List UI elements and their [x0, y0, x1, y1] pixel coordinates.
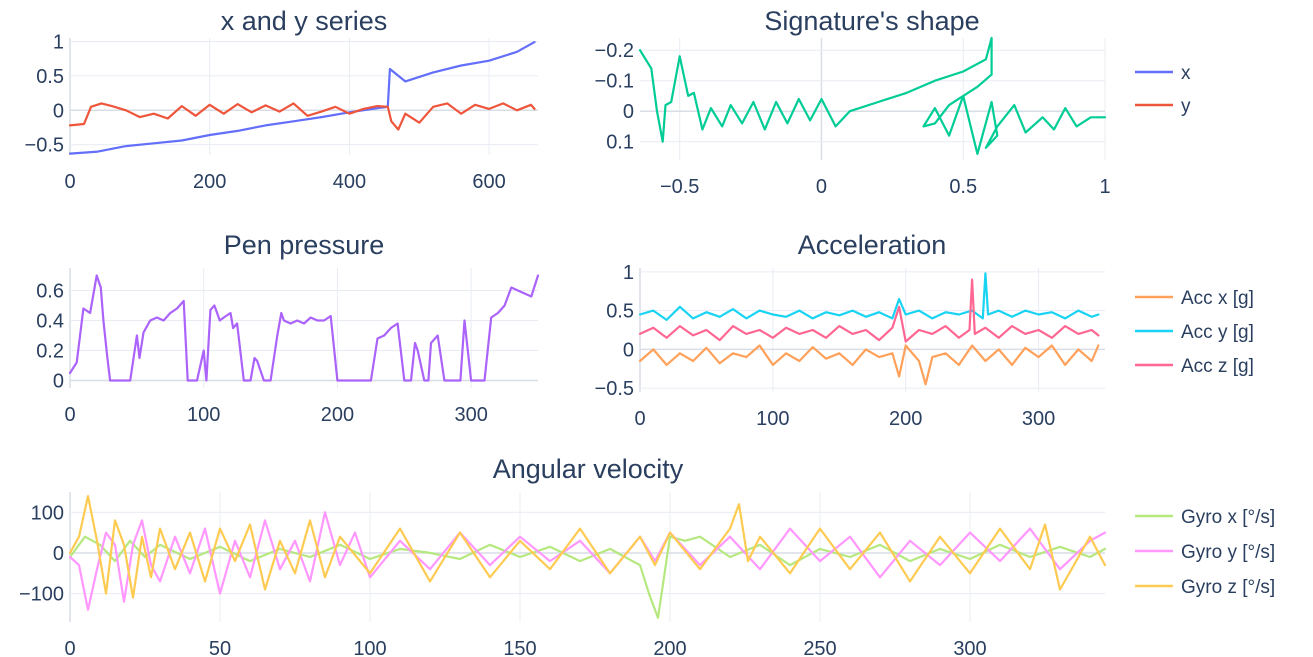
panel-signature-shape: Signature's shape −0.5 0 0.5 1 −0.2 −0.1 0 0.1 — [595, 6, 1111, 198]
legend-label: y — [1181, 96, 1191, 117]
x-tick-label: 300 — [454, 404, 487, 426]
y-tick-label: 1 — [623, 262, 634, 284]
series-line-acc-x-g — [638, 344, 1100, 386]
panel-angular-velocity: Angular velocity 0 50 100 150 200 250 300 100 0 −1… — [19, 454, 1275, 657]
panel-pen-pressure: Pen pressure 0 100 200 300 0.6 0.4 0.2 0 — [36, 230, 540, 426]
y-tick-label: 100 — [31, 502, 64, 524]
chart-title: Angular velocity — [493, 454, 684, 484]
y-tick-label: 0.6 — [36, 281, 64, 303]
x-tick-label: 200 — [321, 404, 354, 426]
y-tick-label: −100 — [19, 584, 64, 606]
y-tick-label: 0 — [53, 371, 64, 393]
x-tick-label: 300 — [953, 638, 986, 657]
x-tick-label: −0.5 — [660, 176, 699, 198]
x-tick-label: 1 — [1099, 176, 1110, 198]
y-tick-label: 0.4 — [36, 311, 64, 333]
chart-title: x and y series — [221, 6, 388, 36]
y-tick-label: 0 — [623, 101, 634, 123]
y-tick-label: 0 — [53, 543, 64, 565]
y-tick-label: −0.5 — [25, 135, 64, 157]
x-tick-label: 0 — [64, 171, 75, 193]
x-tick-label: 250 — [803, 638, 836, 657]
x-tick-label: 0 — [634, 408, 645, 430]
x-tick-label: 150 — [503, 638, 536, 657]
legend-label: Acc z [g] — [1181, 356, 1254, 377]
x-tick-label: 100 — [353, 638, 386, 657]
x-tick-label: 200 — [889, 408, 922, 430]
y-tick-label: 0.5 — [606, 301, 634, 323]
x-tick-label: 0 — [64, 638, 75, 657]
y-tick-label: 0 — [623, 339, 634, 361]
y-tick-label: 1 — [53, 31, 64, 53]
series-line-acc-z-g — [638, 278, 1100, 343]
legend-label: Gyro y [°/s] — [1181, 542, 1275, 563]
y-tick-label: −0.2 — [595, 40, 634, 62]
y-tick-label: 0 — [53, 100, 64, 122]
legend-label: Gyro x [°/s] — [1181, 507, 1275, 528]
series-line-gyro-x-s — [68, 535, 1107, 620]
chart-title: Acceleration — [798, 230, 947, 260]
series-line-acc-y-g — [638, 272, 1100, 321]
x-tick-label: 0 — [64, 404, 75, 426]
series-line-gyro-y-s — [68, 511, 1107, 611]
series-line-trace — [638, 36, 1107, 155]
series-line-gyro-z-s — [68, 495, 1107, 599]
y-tick-label: 0.1 — [606, 132, 634, 154]
y-tick-label: 0.2 — [36, 341, 64, 363]
x-tick-label: 0.5 — [949, 176, 977, 198]
y-tick-label: −0.1 — [595, 71, 634, 93]
legend-label: Acc x [g] — [1181, 288, 1254, 309]
x-tick-label: 400 — [333, 171, 366, 193]
x-tick-label: 300 — [1022, 408, 1055, 430]
series-line-y — [68, 102, 536, 131]
x-tick-label: 200 — [193, 171, 226, 193]
x-tick-label: 0 — [816, 176, 827, 198]
x-tick-label: 100 — [756, 408, 789, 430]
x-tick-label: 100 — [187, 404, 220, 426]
series-line-trace — [68, 274, 540, 382]
legend-label: Acc y [g] — [1181, 322, 1254, 343]
y-tick-label: 0.5 — [36, 66, 64, 88]
x-tick-label: 600 — [472, 171, 505, 193]
legend-label: x — [1181, 63, 1191, 84]
legend-label: Gyro z [°/s] — [1181, 577, 1275, 598]
x-tick-label: 50 — [209, 638, 231, 657]
x-tick-label: 200 — [653, 638, 686, 657]
chart-title: Signature's shape — [764, 6, 979, 36]
series-line-x — [68, 40, 536, 155]
chart-title: Pen pressure — [224, 230, 385, 260]
y-tick-label: −0.5 — [595, 378, 634, 400]
